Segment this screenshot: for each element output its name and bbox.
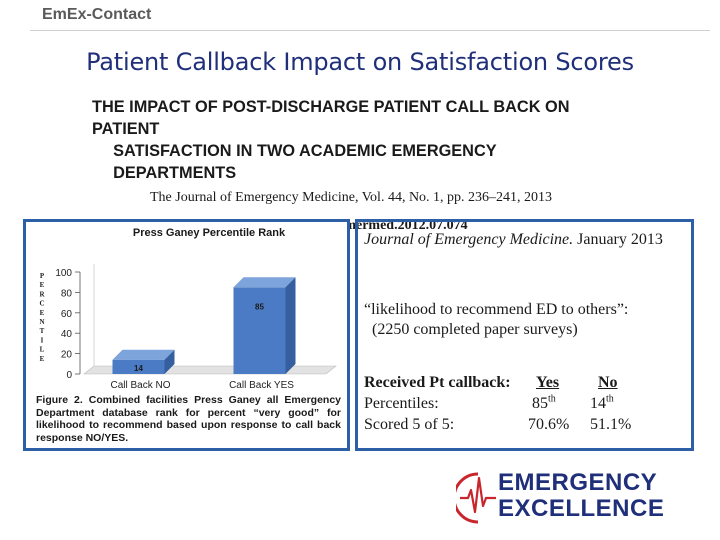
stats-header-row: Received Pt callback: Yes No (364, 372, 689, 393)
journal-name: Journal of Emergency Medicine. (364, 231, 574, 248)
logo-line1: EMERGENCY (498, 469, 658, 496)
quote-text: “likelihood to recommend ED to others”: (364, 301, 629, 318)
y-axis-label-letter: R (39, 290, 45, 298)
y-tick-label: 20 (61, 350, 73, 361)
stats-yes-label: Yes (536, 374, 560, 391)
citation-title-line2: SATISFACTION IN TWO ACADEMIC EMERGENCY D… (113, 141, 497, 182)
logo-line2: EXCELLENCE (498, 495, 665, 522)
stats-table: Received Pt callback: Yes No Percentiles… (364, 372, 689, 435)
figure-caption-text: Combined facilities Press Ganey all Emer… (36, 394, 341, 444)
journal-info: Journal of Emergency Medicine. January 2… (364, 230, 684, 250)
stats-scored-row: Scored 5 of 5: 70.6% 51.1% (364, 414, 689, 435)
y-axis-label-letter: C (39, 300, 44, 308)
figure-caption-label: Figure 2. (36, 394, 83, 406)
y-axis-label-letter: E (40, 309, 45, 317)
slide-title: Patient Callback Impact on Satisfaction … (86, 48, 634, 76)
emergency-excellence-logo: EMERGENCY EXCELLENCE (456, 468, 686, 528)
y-axis-label-letter: T (40, 327, 45, 335)
citation-reference: The Journal of Emergency Medicine, Vol. … (150, 190, 553, 205)
y-axis-label-letter: P (40, 272, 45, 280)
bar (112, 359, 165, 374)
y-axis-label-letter: N (39, 318, 44, 326)
bar-side (285, 277, 296, 374)
yes-percentile-value: 85 (532, 395, 548, 412)
bar-top (233, 277, 296, 288)
y-axis-label-letter: I (41, 336, 44, 344)
quote-block: “likelihood to recommend ED to others”: … (364, 300, 689, 340)
notes-panel: Journal of Emergency Medicine. January 2… (355, 219, 694, 451)
citation-title: THE IMPACT OF POST-DISCHARGE PATIENT CAL… (92, 96, 610, 184)
no-percentile-value: 14 (590, 395, 606, 412)
no-percentile-suffix: th (606, 393, 614, 405)
y-tick-label: 100 (55, 268, 72, 279)
chart-title: Press Ganey Percentile Rank (133, 227, 286, 239)
y-axis-label-letter: E (40, 281, 45, 289)
heartbeat-logo-icon (456, 472, 496, 524)
journal-date: January 2013 (577, 231, 663, 248)
brand-label: EmEx-Contact (42, 6, 152, 23)
bar-data-label: 14 (134, 364, 143, 373)
bar-data-label: 85 (255, 302, 264, 311)
percentiles-label: Percentiles: (364, 395, 439, 412)
bar (233, 287, 286, 374)
survey-count: (2250 completed paper surveys) (372, 321, 578, 338)
stats-no-label: No (598, 374, 618, 391)
figure-panel: Press Ganey Percentile Rank 0 20 40 60 80 100 P… (23, 219, 350, 451)
no-scored: 51.1% (590, 416, 632, 433)
y-tick-label: 0 (66, 370, 72, 381)
scored-label: Scored 5 of 5: (364, 416, 455, 433)
bar-side (164, 349, 175, 374)
y-tick-label: 80 (61, 288, 73, 299)
y-axis-label-letter: L (40, 346, 45, 354)
bar-top (112, 349, 175, 360)
figure-caption: Figure 2. Combined facilities Press Gane… (36, 394, 341, 444)
bar-chart: Press Ganey Percentile Rank 0 20 40 60 80 100 P… (39, 227, 337, 391)
header-divider (30, 30, 710, 31)
y-axis-label-letter: E (40, 355, 45, 363)
x-category-label: Call Back NO (110, 380, 170, 391)
logo-text: EMERGENCY EXCELLENCE (498, 470, 664, 522)
yes-percentile-suffix: th (548, 393, 556, 405)
yes-scored: 70.6% (528, 416, 570, 433)
x-category-label: Call Back YES (229, 380, 294, 391)
y-tick-label: 40 (61, 329, 73, 340)
no-percentile: 14th (590, 393, 614, 414)
citation-block: THE IMPACT OF POST-DISCHARGE PATIENT CAL… (92, 96, 632, 234)
citation-title-line1: THE IMPACT OF POST-DISCHARGE PATIENT CAL… (92, 97, 570, 138)
yes-percentile: 85th (532, 393, 556, 414)
stats-percentile-row: Percentiles: 85th 14th (364, 393, 689, 414)
y-tick-label: 60 (61, 309, 73, 320)
stats-header-label: Received Pt callback: (364, 374, 511, 391)
